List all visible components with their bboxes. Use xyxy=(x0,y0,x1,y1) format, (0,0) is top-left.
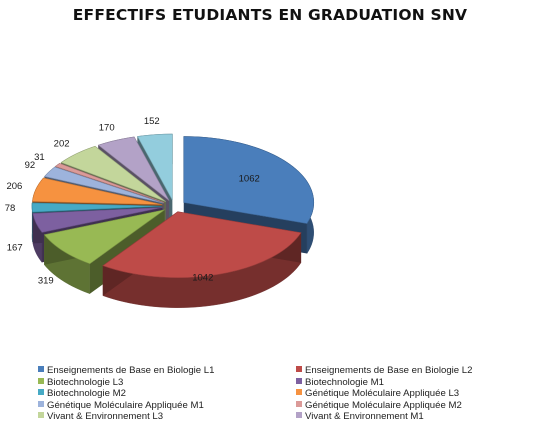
pie-slice xyxy=(44,166,164,204)
data-label: 1042 xyxy=(192,273,213,284)
data-label: 167 xyxy=(7,242,23,253)
data-label: 78 xyxy=(5,203,16,214)
legend-item: Enseignements de Base en Biologie L2 xyxy=(296,364,472,377)
legend-item: Vivant & Environnement L3 xyxy=(38,410,163,423)
legend-item: Vivant & Environnement M1 xyxy=(296,410,424,423)
legend-label: Enseignements de Base en Biologie L1 xyxy=(47,365,215,376)
data-label: 152 xyxy=(144,116,160,127)
legend-swatch xyxy=(296,366,302,372)
legend-item: Génétique Moléculaire Appliquée M1 xyxy=(38,399,204,412)
legend-item: Enseignements de Base en Biologie L1 xyxy=(38,364,214,377)
data-label: 319 xyxy=(38,276,54,287)
legend-label: Génétique Moléculaire Appliquée L3 xyxy=(305,388,460,399)
legend-label: Génétique Moléculaire Appliquée M1 xyxy=(47,399,204,411)
legend-item: Biotechnologie L3 xyxy=(38,376,123,389)
legend-swatch xyxy=(296,389,302,395)
legend-label: Vivant & Environnement M1 xyxy=(305,411,424,422)
pie-slice xyxy=(32,207,163,233)
data-label: 170 xyxy=(99,123,115,134)
legend-item: Biotechnologie M2 xyxy=(38,387,126,400)
legend-swatch xyxy=(296,377,302,384)
legend-label: Enseignements de Base en Biologie L2 xyxy=(305,365,473,376)
pie-slice xyxy=(60,145,166,202)
legend-swatch xyxy=(38,366,44,372)
legend-swatch xyxy=(38,400,44,407)
chart-title: EFFECTIFS ETUDIANTS EN GRADUATION SNV xyxy=(72,6,468,24)
legend-item: Génétique Moléculaire Appliquée L3 xyxy=(296,387,459,400)
legend-label: Génétique Moléculaire Appliquée M2 xyxy=(305,399,462,411)
pie-slice xyxy=(32,177,163,205)
data-label: 206 xyxy=(6,181,22,192)
data-label: 92 xyxy=(25,160,36,171)
legend-item: Biotechnologie M1 xyxy=(296,376,384,389)
legend-swatch xyxy=(38,389,44,395)
legend-swatch xyxy=(38,377,44,384)
legend-swatch xyxy=(38,412,44,418)
pie-slice xyxy=(102,211,302,278)
data-label: 31 xyxy=(34,152,45,163)
legend-label: Biotechnologie M2 xyxy=(47,388,126,399)
legend-swatch xyxy=(296,412,302,418)
pie-slice xyxy=(137,133,173,201)
data-label: 202 xyxy=(54,138,70,149)
legend-swatch xyxy=(296,400,302,407)
pie-slice xyxy=(97,136,170,201)
pie-slice xyxy=(183,136,314,224)
legend-item: Génétique Moléculaire Appliquée M2 xyxy=(296,399,462,412)
legend-label: Biotechnologie L3 xyxy=(47,376,124,388)
legend-label: Biotechnologie M1 xyxy=(305,376,384,388)
legend-label: Vivant & Environnement L3 xyxy=(47,411,164,422)
pie-slice xyxy=(43,209,165,265)
pie-tops xyxy=(31,133,314,278)
pie-slice xyxy=(54,163,165,203)
pie-slice xyxy=(31,202,163,213)
data-label: 1062 xyxy=(239,174,260,185)
